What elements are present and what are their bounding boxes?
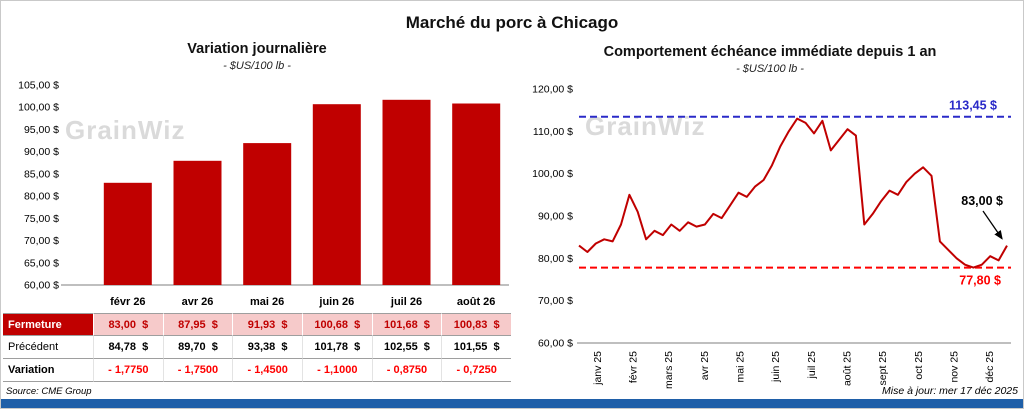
y-tick-label: 75,00 $ bbox=[24, 213, 59, 225]
y-tick-label: 90,00 $ bbox=[538, 211, 573, 223]
fermeture-value: 100,68 $ bbox=[301, 313, 372, 336]
y-tick-label: 85,00 $ bbox=[24, 168, 59, 180]
x-tick-label: oct 25 bbox=[913, 351, 925, 380]
variation-value: - 1,7500 bbox=[162, 359, 233, 382]
current-value-label: 83,00 $ bbox=[961, 194, 1003, 208]
price-line bbox=[578, 117, 1008, 269]
variation-value: - 0,8750 bbox=[371, 359, 442, 382]
price-table: févr 26 avr 26 mai 26 juin 26 juil 26 ao… bbox=[3, 291, 511, 382]
fermeture-value: 83,00 $ bbox=[93, 313, 163, 336]
y-tick-label: 60,00 $ bbox=[24, 280, 59, 292]
col-header-juil26: juil 26 bbox=[390, 296, 423, 308]
source-note: Source: CME Group bbox=[6, 386, 92, 397]
row-label-variation: Variation bbox=[3, 359, 93, 382]
footer-accent-bar bbox=[1, 399, 1023, 408]
y-tick-label: 70,00 $ bbox=[24, 235, 59, 247]
fermeture-value: 100,83 $ bbox=[441, 313, 511, 336]
bar-juin-26 bbox=[312, 104, 361, 285]
table-corner bbox=[3, 291, 93, 313]
precedent-value: 102,55 $ bbox=[371, 336, 442, 359]
fermeture-value: 101,68 $ bbox=[371, 313, 442, 336]
bar-chart-title: Variation journalière bbox=[187, 41, 327, 57]
variation-value: - 1,4500 bbox=[232, 359, 302, 382]
precedent-value: 101,78 $ bbox=[301, 336, 372, 359]
front-month-line-chart: GrainWiz 120,00 $ 110,00 $ 100,00 $ 90,00 $ 8… bbox=[532, 84, 1011, 389]
bar-juil-26 bbox=[382, 99, 431, 285]
precedent-value: 101,55 $ bbox=[441, 336, 511, 359]
x-tick-label: mai 25 bbox=[735, 351, 747, 383]
col-header-mai26: mai 26 bbox=[250, 296, 285, 308]
precedent-value: 89,70 $ bbox=[162, 336, 233, 359]
y-tick-label: 100,00 $ bbox=[532, 168, 573, 180]
update-note: Mise à jour: mer 17 déc 2025 bbox=[882, 385, 1018, 397]
precedent-value: 93,38 $ bbox=[232, 336, 302, 359]
low-value-label: 77,80 $ bbox=[959, 274, 1001, 288]
x-tick-label: déc 25 bbox=[984, 351, 996, 383]
daily-variation-bar-chart: GrainWiz 105,00 $ 100,00 $ 95,00 $ 90,00 $ 85… bbox=[18, 80, 509, 292]
row-label-precedent: Précédent bbox=[3, 336, 93, 359]
grainwiz-watermark: GrainWiz bbox=[585, 111, 705, 141]
precedent-value: 84,78 $ bbox=[93, 336, 163, 359]
col-header-avr26: avr 26 bbox=[181, 296, 214, 308]
y-tick-label: 120,00 $ bbox=[532, 84, 573, 96]
x-tick-label: avr 25 bbox=[699, 351, 711, 380]
y-tick-label: 90,00 $ bbox=[24, 146, 59, 158]
col-header-juin26: juin 26 bbox=[319, 296, 355, 308]
x-tick-label: juin 25 bbox=[770, 351, 782, 383]
col-header-fevr26: févr 26 bbox=[110, 296, 146, 308]
page-title: Marché du porc à Chicago bbox=[405, 13, 619, 32]
y-tick-label: 65,00 $ bbox=[24, 257, 59, 269]
x-tick-label: sept 25 bbox=[877, 351, 889, 386]
fermeture-value: 91,93 $ bbox=[232, 313, 302, 336]
variation-value: - 1,7750 bbox=[93, 359, 163, 382]
x-tick-label: févr 25 bbox=[628, 351, 640, 383]
y-tick-label: 70,00 $ bbox=[538, 295, 573, 307]
line-chart-title: Comportement échéance immédiate depuis 1… bbox=[603, 44, 937, 60]
y-tick-label: 80,00 $ bbox=[538, 253, 573, 265]
x-tick-label: nov 25 bbox=[949, 351, 961, 383]
callout-arrow bbox=[982, 210, 1003, 240]
fermeture-value: 87,95 $ bbox=[162, 313, 233, 336]
bar-mai-26 bbox=[243, 143, 292, 285]
y-tick-label: 80,00 $ bbox=[24, 191, 59, 203]
variation-value: - 1,1000 bbox=[301, 359, 372, 382]
variation-value: - 0,7250 bbox=[441, 359, 511, 382]
y-tick-label: 100,00 $ bbox=[18, 102, 59, 114]
bar-avr-26 bbox=[173, 160, 222, 285]
grainwiz-watermark: GrainWiz bbox=[65, 115, 185, 145]
row-label-fermeture: Fermeture bbox=[3, 313, 93, 336]
x-tick-label: mars 25 bbox=[663, 351, 675, 389]
line-chart-subtitle: - $US/100 lb - bbox=[736, 63, 804, 75]
bar-août-26 bbox=[452, 103, 501, 285]
col-header-aout26: août 26 bbox=[456, 296, 496, 308]
bar-chart-subtitle: - $US/100 lb - bbox=[223, 60, 291, 72]
high-value-label: 113,45 $ bbox=[949, 99, 997, 113]
y-tick-label: 105,00 $ bbox=[18, 80, 59, 92]
y-tick-label: 110,00 $ bbox=[533, 126, 573, 138]
y-tick-label: 95,00 $ bbox=[24, 124, 59, 136]
y-tick-label: 60,00 $ bbox=[538, 338, 573, 350]
x-tick-label: août 25 bbox=[842, 351, 854, 386]
x-tick-label: juil 25 bbox=[806, 351, 818, 380]
bar-févr-26 bbox=[103, 182, 152, 285]
x-tick-label: janv 25 bbox=[592, 351, 604, 386]
